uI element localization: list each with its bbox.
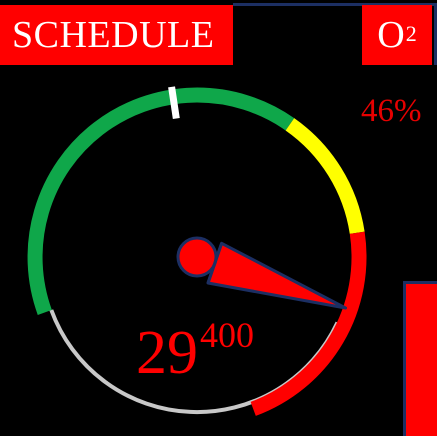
- side-level-bar: [403, 281, 437, 436]
- altitude-readout: 29400: [136, 315, 254, 396]
- altitude-main: 29: [136, 319, 198, 387]
- gauge-red-zone: [250, 231, 367, 416]
- o2-button[interactable]: O2: [362, 5, 432, 65]
- top-frame-line: [233, 3, 437, 6]
- o2-percent-readout: 46%: [361, 93, 422, 129]
- gauge-setting-marker[interactable]: [168, 86, 180, 120]
- right-frame-line: [434, 3, 437, 65]
- gauge-green-zone: [27, 87, 295, 315]
- gauge-needle: [176, 236, 347, 310]
- schedule-label: SCHEDULE: [12, 14, 215, 56]
- o2-superscript: 2: [405, 21, 417, 46]
- altitude-sub: 400: [200, 315, 254, 355]
- schedule-button[interactable]: SCHEDULE: [0, 5, 233, 65]
- gauge-yellow-zone: [285, 118, 365, 235]
- o2-label: O: [377, 14, 405, 56]
